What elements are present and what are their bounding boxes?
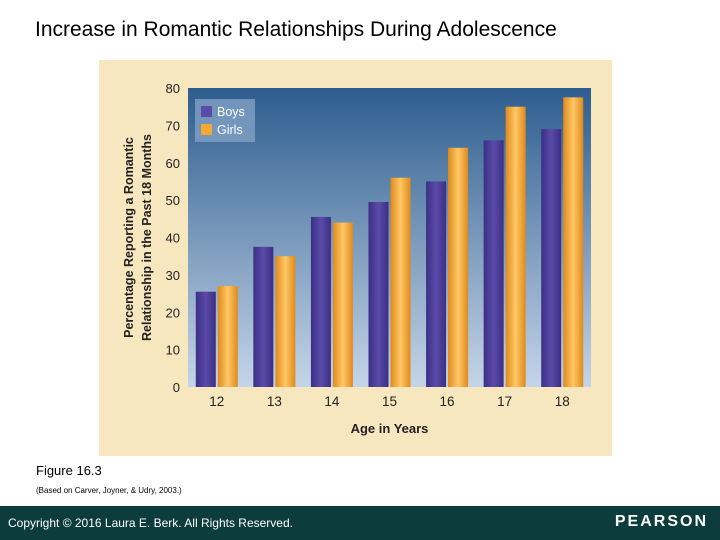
- bar-boys-12: [195, 291, 216, 387]
- y-tick-label: 50: [166, 193, 180, 208]
- bar-chart: 0 10 20 30 40 50 60 70 80 Percentage Reporting a …: [122, 81, 591, 436]
- x-axis-label: Age in Years: [351, 421, 429, 436]
- x-tick-label: 12: [209, 394, 224, 409]
- legend-swatch-girls: [201, 124, 212, 135]
- bar-girls-13: [275, 256, 296, 387]
- x-tick-label: 16: [440, 394, 455, 409]
- legend-label-boys: Boys: [217, 105, 245, 119]
- figure-label: Figure 16.3: [36, 463, 102, 478]
- bar-girls-14: [332, 222, 353, 387]
- y-tick-label: 0: [173, 380, 180, 395]
- bar-boys-16: [426, 181, 447, 387]
- x-tick-label: 17: [497, 394, 512, 409]
- legend-label-girls: Girls: [217, 123, 243, 137]
- y-tick-label: 60: [166, 156, 180, 171]
- x-tick-label: 15: [382, 394, 397, 409]
- y-tick-label: 20: [166, 305, 180, 320]
- slide-title: Increase in Romantic Relationships Durin…: [35, 18, 557, 41]
- bar-boys-17: [483, 140, 504, 387]
- y-tick-label: 10: [166, 343, 180, 358]
- x-tick-label: 18: [555, 394, 570, 409]
- publisher-logo: PEARSON: [614, 513, 708, 530]
- copyright-text: Copyright © 2016 Laura E. Berk. All Righ…: [8, 516, 293, 530]
- x-tick-label: 13: [267, 394, 282, 409]
- chart-panel: 0 10 20 30 40 50 60 70 80 Percentage Reporting a …: [99, 60, 612, 456]
- y-tick-label: 70: [166, 118, 180, 133]
- y-tick-label: 80: [166, 81, 180, 96]
- figure-source: (Based on Carver, Joyner, & Udry, 2003.): [36, 486, 182, 495]
- bar-boys-13: [253, 246, 274, 387]
- legend-swatch-boys: [201, 106, 212, 117]
- y-axis-label-line2: Relationship in the Past 18 Months: [140, 134, 154, 341]
- y-tick-label: 30: [166, 268, 180, 283]
- bar-girls-18: [563, 97, 584, 387]
- bar-boys-15: [368, 201, 389, 387]
- bar-girls-12: [217, 286, 238, 387]
- footer-bar: Copyright © 2016 Laura E. Berk. All Righ…: [0, 506, 720, 540]
- bar-girls-15: [390, 177, 411, 387]
- bar-boys-18: [541, 129, 562, 388]
- bar-girls-16: [448, 147, 469, 387]
- bar-girls-17: [505, 106, 526, 387]
- y-axis-label-line1: Percentage Reporting a Romantic: [122, 137, 136, 338]
- y-tick-label: 40: [166, 231, 180, 246]
- bar-boys-14: [310, 216, 331, 387]
- x-tick-label: 14: [324, 394, 340, 409]
